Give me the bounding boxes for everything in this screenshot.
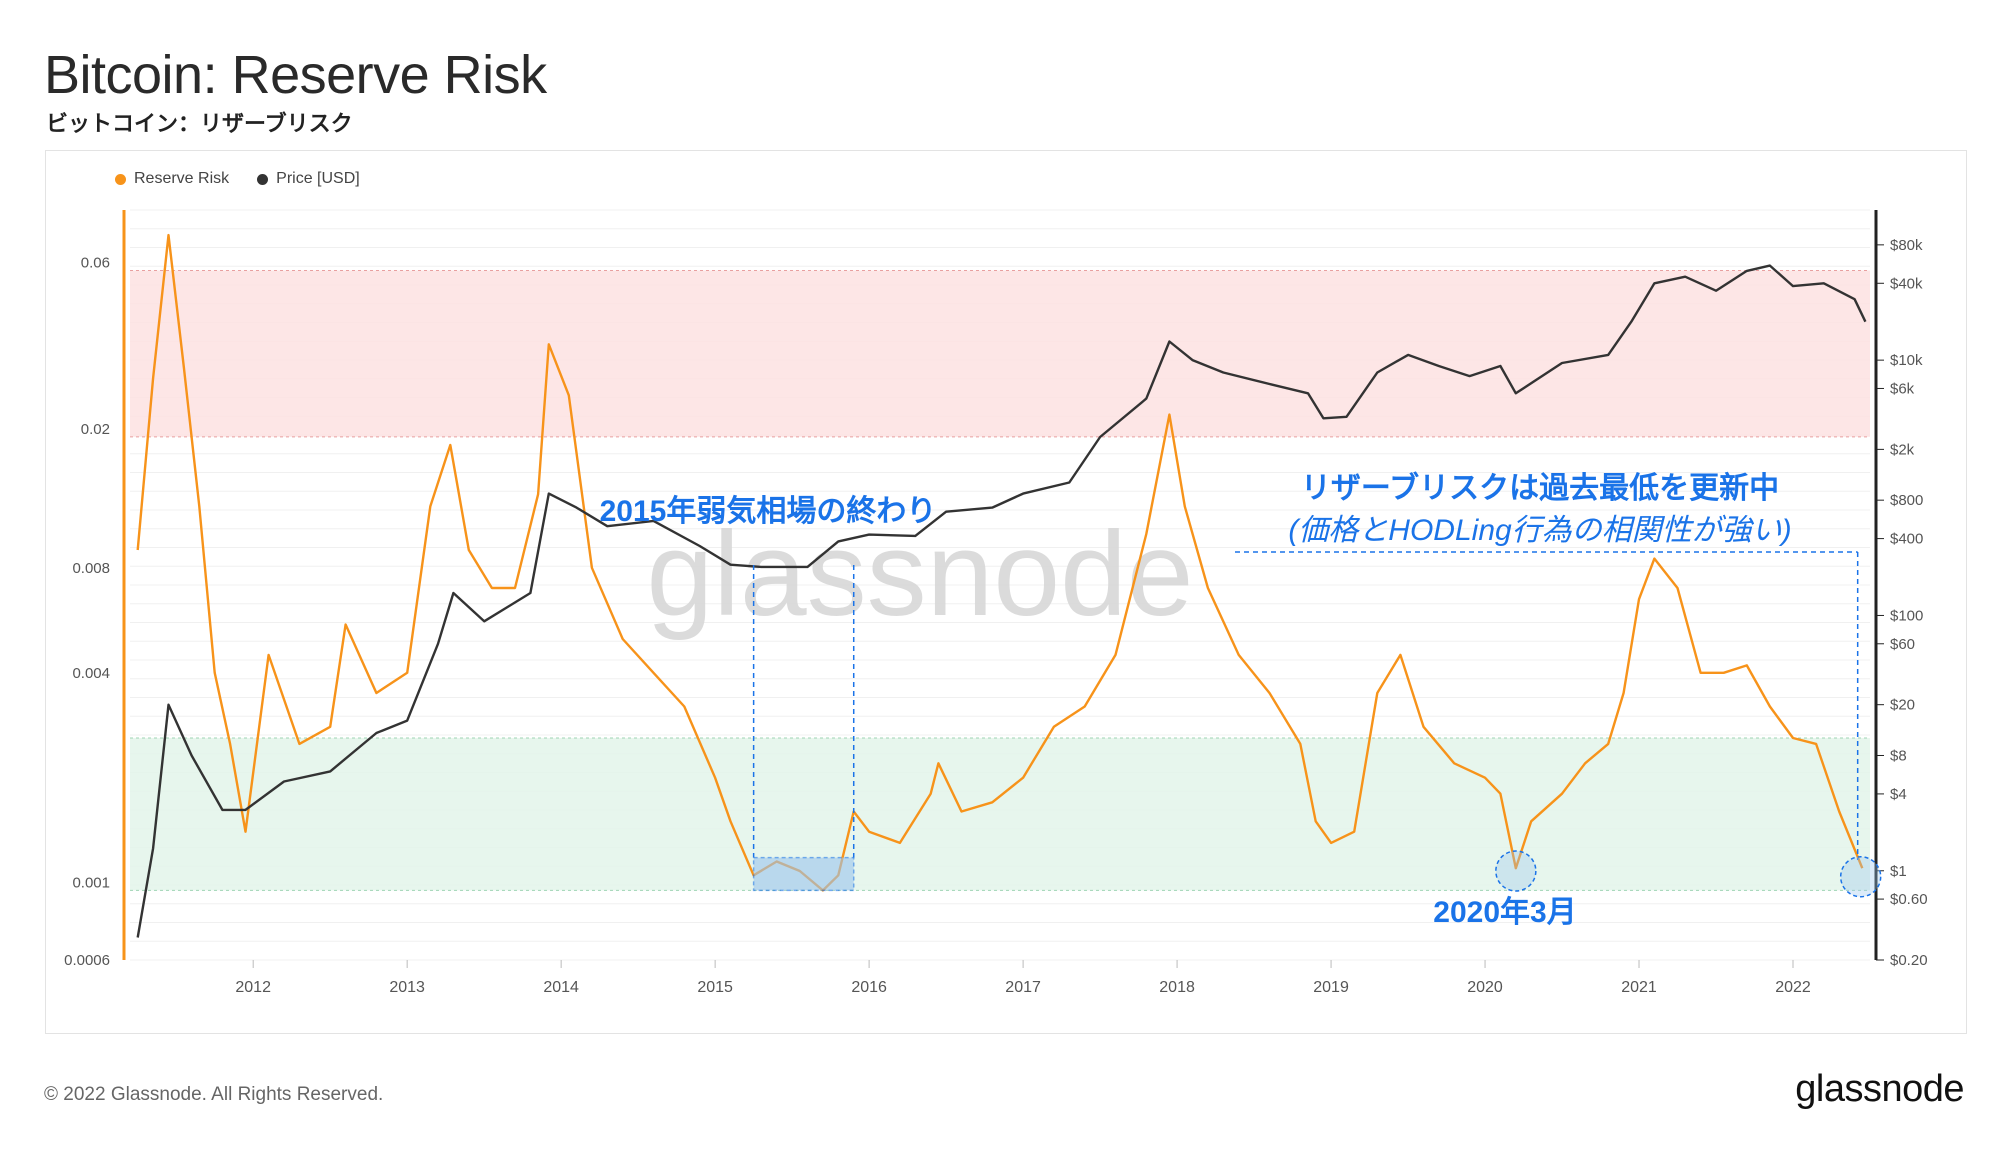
right-tick-label: $60 [1890, 636, 1915, 653]
zone-high [130, 270, 1870, 437]
right-tick-label: $1 [1890, 863, 1907, 880]
chart-subtitle: ビットコイン：リザーブリスク [46, 111, 353, 136]
legend-label-price: Price [USD] [276, 170, 360, 187]
reserve-risk-line [136, 233, 1864, 892]
annotation-record-low-2: (価格とHODLing行為の相関性が強い) [1288, 514, 1791, 547]
x-tick-label: 2022 [1775, 979, 1811, 996]
copyright-footer: © 2022 Glassnode. All Rights Reserved. [44, 1084, 384, 1105]
right-tick-label: $2k [1890, 441, 1915, 458]
right-tick-label: $0.60 [1890, 891, 1928, 908]
left-tick-label: 0.02 [81, 421, 110, 438]
price-line [136, 264, 1867, 938]
annotation-bear-end: 2015年弱気相場の終わり [600, 494, 937, 528]
left-tick-label: 0.008 [72, 560, 110, 577]
watermark: glassnode [646, 507, 1193, 641]
right-tick-label: $0.20 [1890, 952, 1928, 969]
x-tick-label: 2015 [697, 979, 733, 996]
legend-item-reserve-risk[interactable]: Reserve Risk [115, 170, 229, 188]
left-tick-label: 0.06 [81, 255, 110, 272]
annotation-march-2020: 2020年3月 [1433, 896, 1576, 929]
brand-logo: glassnode [1795, 1068, 1964, 1110]
march-2020-circle [1495, 850, 1537, 892]
right-tick-label: $8 [1890, 747, 1907, 764]
right-tick-label: $4 [1890, 786, 1907, 803]
x-tick-label: 2019 [1313, 979, 1349, 996]
bear-end-box [752, 856, 855, 892]
zone-low [130, 737, 1870, 891]
right-tick-label: $40k [1890, 275, 1923, 292]
right-tick-label: $10k [1890, 352, 1923, 369]
right-tick-label: $6k [1890, 380, 1915, 397]
x-tick-label: 2020 [1467, 979, 1503, 996]
annotation-record-low-1: リザーブリスクは過去最低を更新中 [1301, 471, 1779, 505]
current-low-circle [1839, 855, 1882, 898]
x-tick-label: 2018 [1159, 979, 1195, 996]
x-tick-label: 2021 [1621, 979, 1657, 996]
legend-item-price[interactable]: Price [USD] [257, 170, 360, 188]
legend-dot-price [257, 173, 269, 185]
legend-label-reserve-risk: Reserve Risk [134, 170, 230, 187]
x-tick-label: 2016 [851, 979, 887, 996]
legend: Reserve Risk Price [USD] [115, 170, 360, 188]
x-tick-label: 2013 [389, 979, 425, 996]
right-tick-label: $100 [1890, 607, 1923, 624]
right-tick-label: $400 [1890, 531, 1923, 548]
x-tick-label: 2017 [1005, 979, 1041, 996]
left-tick-label: 0.0006 [64, 952, 110, 969]
chart-title: Bitcoin: Reserve Risk [44, 45, 547, 105]
right-tick-label: $80k [1890, 237, 1923, 254]
legend-dot-reserve-risk [115, 173, 126, 185]
x-tick-label: 2014 [543, 979, 579, 996]
left-tick-label: 0.001 [72, 875, 110, 892]
x-tick-label: 2012 [235, 979, 271, 996]
right-tick-label: $20 [1890, 697, 1915, 714]
right-tick-label: $800 [1890, 492, 1923, 509]
left-tick-label: 0.004 [72, 665, 110, 682]
